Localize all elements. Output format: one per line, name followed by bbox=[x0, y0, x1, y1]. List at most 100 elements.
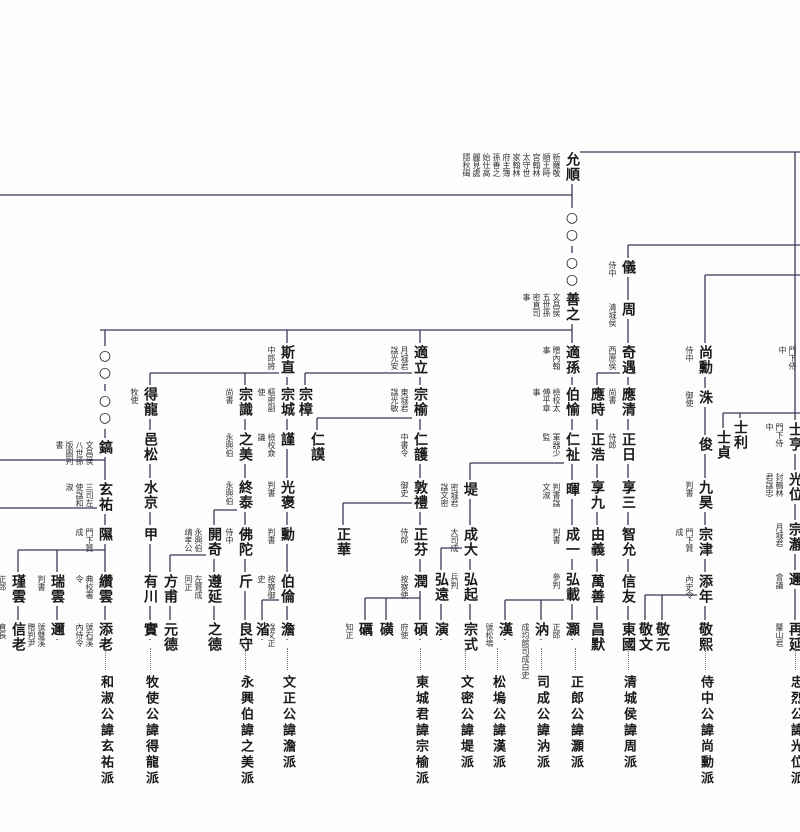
lineage-branch-label: 司成公諱汭派 bbox=[534, 675, 549, 771]
person-name: 瑾雲 bbox=[10, 572, 26, 606]
person-name: 隰 bbox=[97, 525, 113, 544]
person-title-note: 清城侯 bbox=[608, 303, 617, 327]
person-title-note: 密城君諡文密 bbox=[440, 483, 459, 507]
person-title-note: 門下侍中 bbox=[765, 423, 784, 447]
lineage-dotted-line bbox=[705, 648, 706, 670]
person-title-note: 號石溪內侍令 bbox=[75, 623, 94, 647]
person-name: 允順 bbox=[564, 150, 580, 184]
person-name: 信老 bbox=[10, 620, 26, 654]
person-name: 士貞 bbox=[715, 428, 731, 462]
lineage-dotted-line bbox=[575, 648, 576, 670]
person-title-note: 釐山君 bbox=[775, 623, 784, 647]
person-title-note: 按察使 bbox=[400, 575, 409, 599]
person-name: 洙 bbox=[697, 388, 713, 407]
person-title-note: 檢校僉議 bbox=[257, 433, 276, 457]
person-title-note: 贈內翰事 bbox=[542, 346, 561, 370]
person-name: 敬熙 bbox=[697, 620, 713, 654]
person-name: 佛陀 bbox=[237, 525, 253, 559]
lineage-branch-label: 松塢公諱漢派 bbox=[490, 675, 505, 771]
person-title-note: 新羅敬順王時宮翰林太守世家翰林府主簿孫善之始仕高麗見處隱秋碣 bbox=[462, 153, 561, 177]
person-title-note: 永興伯 bbox=[225, 433, 234, 457]
person-title-note: 侍中 bbox=[608, 261, 617, 277]
person-title-note: 月城君 bbox=[775, 523, 784, 547]
person-name: 昌默 bbox=[589, 620, 605, 654]
person-name: 尚勳 bbox=[697, 343, 713, 377]
person-name: 宗識 bbox=[237, 385, 253, 419]
lineage-dotted-line bbox=[628, 648, 629, 670]
person-name: 九昊 bbox=[697, 478, 713, 512]
person-title-note: 判書諡文淑 bbox=[542, 483, 561, 507]
person-title-note: 侍中 bbox=[225, 528, 234, 544]
person-name: 成大 bbox=[462, 525, 478, 559]
lineage-dotted-line bbox=[245, 648, 246, 670]
person-title-note: 會議 bbox=[775, 573, 784, 589]
person-title-note: 號松塢 bbox=[485, 623, 494, 647]
person-name: 勳 bbox=[279, 525, 295, 544]
person-name: 正浩 bbox=[589, 430, 605, 464]
person-title-note: 月城君諡光安 bbox=[390, 346, 409, 370]
person-name: 有川 bbox=[142, 572, 158, 606]
lineage-dotted-line bbox=[497, 648, 498, 670]
unknown-generation-marker: ○○ bbox=[97, 346, 113, 384]
person-name: 邑松 bbox=[142, 430, 158, 464]
person-name: 開奇 bbox=[206, 525, 222, 559]
person-name: 演 bbox=[433, 620, 449, 639]
person-name: 添年 bbox=[697, 572, 713, 606]
lineage-branch-label: 永興伯諱之美派 bbox=[238, 675, 253, 787]
person-title-note: 西原侯 bbox=[608, 346, 617, 370]
lineage-dotted-line bbox=[795, 648, 796, 670]
person-name: 士亨 bbox=[787, 420, 800, 454]
person-title-note: 按察御史 bbox=[257, 575, 276, 599]
person-title-note: 內史令 bbox=[685, 575, 694, 599]
unknown-generation-marker: ○○ bbox=[564, 253, 580, 291]
person-name: 渻 bbox=[254, 620, 270, 639]
person-name: 由義 bbox=[589, 525, 605, 559]
person-title-note: 知正 bbox=[345, 623, 354, 639]
person-name: 潤 bbox=[412, 572, 428, 591]
person-name: 甲 bbox=[142, 525, 158, 544]
lineage-dotted-line bbox=[420, 648, 421, 670]
person-title-note: 判書 bbox=[552, 528, 561, 544]
lineage-branch-label: 文密公諱堤派 bbox=[458, 675, 473, 771]
person-name: 方甫 bbox=[162, 572, 178, 606]
person-name: 仁謨 bbox=[309, 430, 325, 464]
person-name: 邇 bbox=[49, 620, 65, 639]
person-title-note: 兵判 bbox=[450, 573, 459, 589]
person-name: 得龍 bbox=[142, 385, 158, 419]
person-name: 應時 bbox=[589, 385, 605, 419]
lineage-dotted-line bbox=[541, 648, 542, 670]
person-name: 瑞雲 bbox=[49, 572, 65, 606]
person-title-note: 正郎 bbox=[552, 623, 561, 639]
person-title-note: 封鶴林君諡忠 bbox=[765, 473, 784, 497]
person-title-note: 判書 bbox=[685, 481, 694, 497]
person-name: 謹 bbox=[279, 430, 295, 449]
person-name: 之美 bbox=[237, 430, 253, 464]
person-name: 正華 bbox=[335, 525, 351, 559]
person-name: 享三 bbox=[620, 478, 636, 512]
unknown-generation-marker: ○○ bbox=[564, 208, 580, 246]
lineage-dotted-line bbox=[150, 648, 151, 670]
person-name: 宗樟 bbox=[297, 385, 313, 419]
person-title-note: 三司左使諡和淑 bbox=[65, 483, 94, 507]
person-name: 伯倫 bbox=[279, 572, 295, 606]
person-title-note: 中書令 bbox=[400, 433, 409, 457]
person-name: 仁頀 bbox=[412, 430, 428, 464]
unknown-generation-marker: ○○ bbox=[97, 391, 113, 429]
person-title-note: 檢校太傅平章事 bbox=[532, 388, 561, 412]
person-name: 信友 bbox=[620, 572, 636, 606]
person-title-note: 尚書 bbox=[225, 388, 234, 404]
person-name: 光褒 bbox=[279, 478, 295, 512]
person-title-note: 判書 bbox=[37, 575, 46, 591]
person-title-note: 御史 bbox=[400, 481, 409, 497]
lineage-branch-label: 清城侯諱周派 bbox=[621, 675, 636, 771]
person-title-note: 侍郎 bbox=[400, 528, 409, 544]
person-name: 之德 bbox=[206, 620, 222, 654]
person-name: 暉 bbox=[564, 480, 580, 499]
person-name: 宗津 bbox=[697, 525, 713, 559]
person-name: 灝 bbox=[564, 620, 580, 639]
person-name: 弘遠 bbox=[433, 570, 449, 604]
person-name: 正日 bbox=[620, 430, 636, 464]
person-title-note: 侍郎 bbox=[608, 433, 617, 449]
person-name: 汭 bbox=[533, 620, 549, 639]
person-name: 遵延 bbox=[206, 572, 222, 606]
